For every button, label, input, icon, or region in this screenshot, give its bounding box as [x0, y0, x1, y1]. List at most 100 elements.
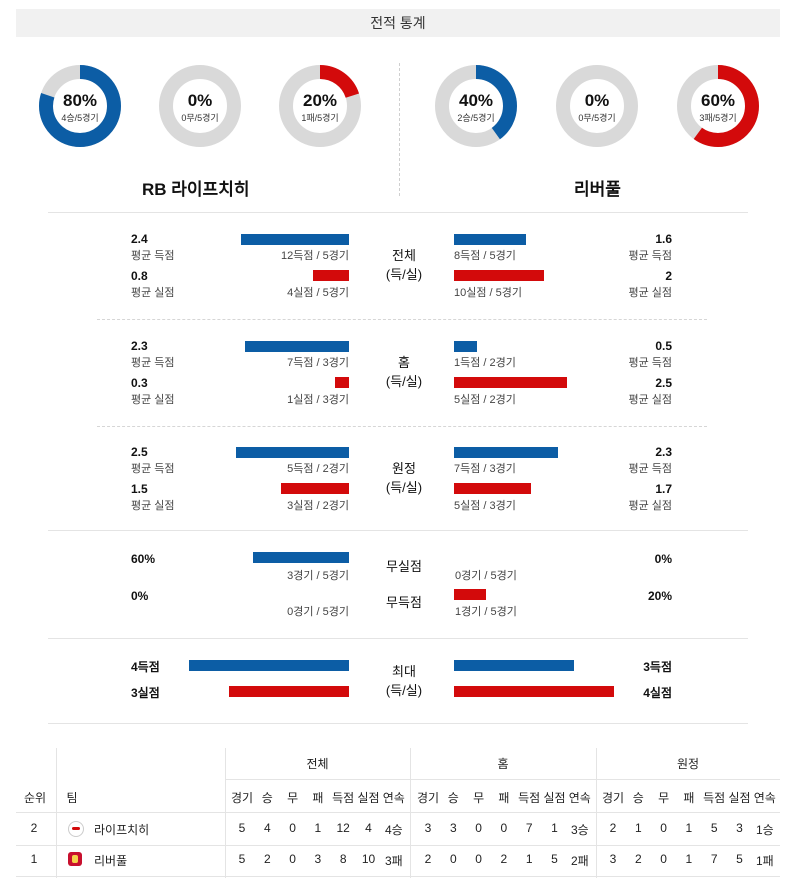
away-failed-to-score-caption: 1경기 / 5경기	[455, 606, 517, 618]
away-avg-scored-label: 평균 득점	[628, 463, 672, 475]
stat-cell: 3패	[384, 854, 403, 868]
home-avg-scored-label: 평균 득점	[131, 357, 175, 369]
group-header-away: 원정	[676, 757, 700, 771]
max-label-line1: 최대	[392, 664, 416, 679]
home-loss-donut: 20% 1패/5경기	[278, 64, 362, 148]
donut-caption: 2승/5경기	[457, 113, 495, 123]
stat-cell: 1	[551, 821, 558, 835]
donut-caption: 4승/5경기	[61, 113, 99, 123]
stat-cell: 4	[365, 821, 372, 835]
home-draw-donut: 0% 0무/5경기	[158, 64, 242, 148]
donut-percent: 40%	[458, 91, 494, 110]
away-conceded-bar	[454, 483, 532, 494]
stat-cell: 0	[500, 821, 508, 835]
stat-cell: 3	[424, 821, 432, 835]
home-scored-caption: 7득점 / 3경기	[287, 357, 349, 369]
away-avg-scored-value: 2.3	[655, 445, 672, 459]
row-team-name: 리버풀	[94, 854, 128, 868]
stat-cell: 5	[238, 852, 246, 866]
section-label-line1: 원정	[392, 461, 416, 476]
row-rank: 1	[30, 852, 38, 866]
away-loss-donut: 60% 3패/5경기	[676, 64, 760, 148]
home-clean-sheet-bar	[253, 552, 349, 563]
col-header-stat: 무	[658, 791, 670, 805]
donut-percent: 0%	[584, 91, 610, 110]
away-scored-caption: 1득점 / 2경기	[454, 357, 516, 369]
away-clean-sheet-caption: 0경기 / 5경기	[455, 570, 517, 582]
home-conceded-caption: 1실점 / 3경기	[287, 394, 349, 406]
team-divider	[399, 63, 400, 196]
stat-cell: 1	[685, 852, 693, 866]
clean-sheet-label: 무실점	[386, 559, 422, 574]
col-header-stat: 연속	[382, 791, 405, 805]
donut-arc	[39, 65, 121, 147]
home-avg-scored-value: 2.3	[131, 339, 148, 353]
away-avg-conceded-label: 평균 실점	[628, 287, 672, 299]
home-avg-scored-label: 평균 득점	[131, 250, 175, 262]
home-avg-scored-value: 2.4	[131, 232, 148, 246]
col-header-stat: 경기	[230, 791, 254, 805]
away-avg-scored-label: 평균 득점	[628, 357, 672, 369]
home-scored-bar	[244, 341, 349, 352]
away-scored-bar	[454, 234, 526, 245]
home-max-conceded-value: 3실점	[131, 686, 160, 700]
stat-cell: 2	[500, 852, 508, 866]
away-max-scored-bar	[454, 660, 574, 671]
away-conceded-bar	[454, 377, 568, 388]
max-label-line2: (득/실)	[385, 683, 423, 698]
home-conceded-bar	[334, 377, 349, 388]
away-conceded-caption: 5실점 / 2경기	[454, 394, 516, 406]
stat-cell: 0	[475, 852, 482, 866]
col-header-stat: 경기	[416, 791, 440, 805]
table-col-divider	[410, 748, 411, 878]
away-win-donut: 40% 2승/5경기	[434, 64, 518, 148]
home-team-name: RB 라이프치히	[142, 180, 250, 199]
home-max-scored-bar	[189, 660, 349, 671]
col-header-stat: 무	[473, 791, 485, 805]
home-max-conceded-bar	[229, 686, 349, 697]
stat-cell: 3승	[570, 823, 589, 837]
stat-cell: 2패	[570, 854, 589, 868]
stat-cell: 5	[736, 852, 743, 866]
away-max-conceded-bar	[454, 686, 614, 697]
section-divider	[48, 723, 748, 724]
donut-percent: 20%	[302, 91, 338, 110]
stat-cell: 7	[710, 852, 718, 866]
stat-cell: 2	[263, 852, 271, 866]
col-header-stat: 승	[632, 791, 644, 805]
stat-cell: 2	[609, 821, 617, 835]
donut-ring	[159, 65, 241, 147]
group-header-total: 전체	[306, 757, 329, 771]
stat-cell: 0	[660, 852, 667, 866]
donut-percent: 60%	[700, 91, 736, 110]
away-scored-caption: 7득점 / 3경기	[454, 463, 516, 475]
away-failed-to-score-value: 20%	[647, 589, 672, 603]
away-max-conceded-value: 4실점	[643, 686, 672, 700]
home-conceded-caption: 3실점 / 2경기	[287, 500, 349, 512]
away-avg-conceded-label: 평균 실점	[628, 394, 672, 406]
home-scored-caption: 5득점 / 2경기	[287, 463, 349, 475]
col-header-stat: 패	[312, 791, 324, 805]
home-conceded-bar	[280, 483, 349, 494]
col-header-team: 팀	[66, 791, 78, 805]
section-label-line1: 전체	[392, 248, 416, 263]
away-failed-to-score-bar	[454, 589, 486, 600]
section-label-line2: (득/실)	[385, 267, 423, 282]
row-border	[16, 845, 780, 846]
stat-cell: 7	[525, 821, 533, 835]
away-avg-conceded-value: 2.5	[655, 376, 672, 390]
stat-cell: 3	[449, 821, 457, 835]
stat-cell: 1승	[755, 823, 774, 837]
away-avg-scored-value: 1.6	[655, 232, 672, 246]
col-header-stat: 연속	[753, 791, 776, 805]
group-header-home: 홈	[497, 757, 509, 771]
stat-cell: 0	[475, 821, 482, 835]
stat-cell: 3	[314, 852, 322, 866]
section-label-line1: 홈	[398, 355, 410, 370]
home-failed-to-score-caption: 0경기 / 5경기	[287, 606, 349, 618]
away-conceded-bar	[454, 270, 544, 281]
away-scored-caption: 8득점 / 5경기	[454, 250, 516, 262]
stat-cell: 4	[263, 821, 271, 835]
col-header-stat: 득점	[332, 791, 355, 805]
table-col-divider	[596, 748, 597, 878]
